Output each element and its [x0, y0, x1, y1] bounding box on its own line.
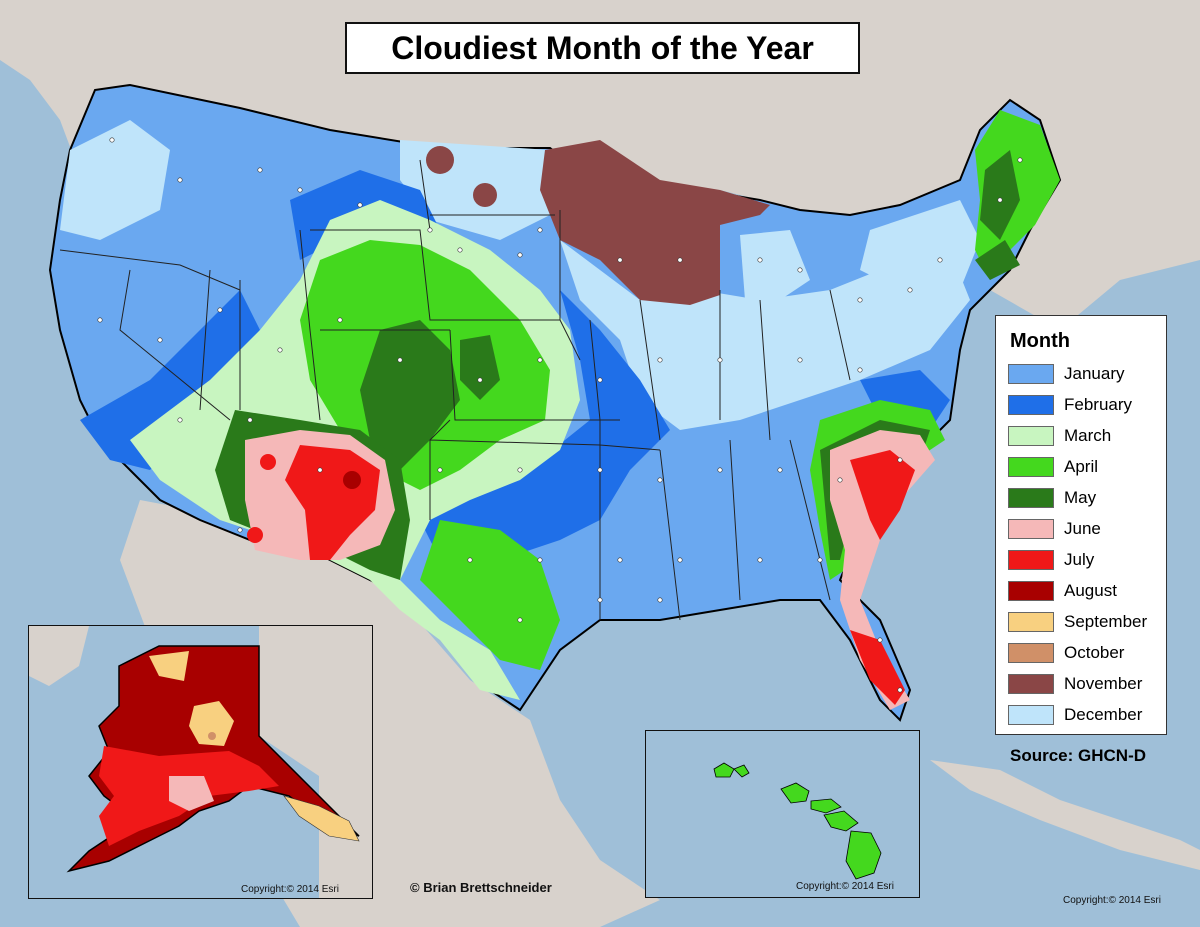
- legend-swatch-march: [1008, 426, 1054, 446]
- region-july-florida: [850, 630, 905, 705]
- region-july-dot-2: [260, 454, 276, 470]
- legend-swatch-november: [1008, 674, 1054, 694]
- legend-item-november: November: [1008, 672, 1142, 696]
- legend-item-december: December: [1008, 703, 1142, 727]
- region-may-2: [460, 335, 500, 400]
- legend-item-march: March: [1008, 424, 1111, 448]
- legend-label-december: December: [1064, 705, 1143, 724]
- legend-label-february: February: [1064, 395, 1133, 414]
- region-november-dot-1: [426, 146, 454, 174]
- alaska-map: [29, 626, 372, 898]
- legend-item-may: May: [1008, 486, 1096, 510]
- region-august-dot: [343, 471, 361, 489]
- legend-swatch-december: [1008, 705, 1054, 725]
- author-credit: © Brian Brettschneider: [410, 880, 552, 895]
- legend-item-october: October: [1008, 641, 1124, 665]
- region-may-ne: [975, 150, 1020, 280]
- legend: Month January February March April May J…: [995, 315, 1167, 735]
- legend-swatch-september: [1008, 612, 1054, 632]
- legend-item-september: September: [1008, 610, 1147, 634]
- legend-item-january: January: [1008, 362, 1124, 386]
- region-december-ohio: [560, 240, 970, 430]
- region-november-upper-midwest: [540, 140, 770, 305]
- legend-label-august: August: [1064, 581, 1117, 600]
- main-copyright: Copyright:© 2014 Esri: [1063, 895, 1161, 906]
- legend-item-june: June: [1008, 517, 1101, 541]
- state-borders: [59, 159, 851, 621]
- legend-label-june: June: [1064, 519, 1101, 538]
- legend-label-march: March: [1064, 426, 1112, 445]
- region-july-southeast: [850, 450, 915, 540]
- legend-item-april: April: [1008, 455, 1098, 479]
- legend-item-february: February: [1008, 393, 1132, 417]
- alaska-inset[interactable]: Copyright:© 2014 Esri: [28, 625, 373, 899]
- legend-item-august: August: [1008, 579, 1117, 603]
- region-february-west: [80, 290, 260, 470]
- region-may-1: [360, 320, 460, 470]
- region-december-michigan: [740, 230, 810, 300]
- legend-label-october: October: [1064, 643, 1125, 662]
- legend-item-july: July: [1008, 548, 1094, 572]
- legend-swatch-january: [1008, 364, 1054, 384]
- legend-label-may: May: [1064, 488, 1097, 507]
- region-july-dot-1: [247, 527, 263, 543]
- region-december-ne: [860, 200, 980, 290]
- region-december-nw: [60, 120, 170, 240]
- source-label: Source: GHCN-D: [1010, 746, 1147, 765]
- legend-swatch-july: [1008, 550, 1054, 570]
- legend-label-july: July: [1064, 550, 1095, 569]
- legend-swatch-june: [1008, 519, 1054, 539]
- legend-label-september: September: [1064, 612, 1148, 631]
- region-november-dot-2: [473, 183, 497, 207]
- legend-label-april: April: [1064, 457, 1099, 476]
- station-dots: [97, 137, 1023, 693]
- legend-label-january: January: [1064, 364, 1125, 383]
- region-april-texas: [420, 520, 560, 670]
- legend-swatch-august: [1008, 581, 1054, 601]
- legend-title: Month: [1010, 330, 1070, 352]
- legend-swatch-april: [1008, 457, 1054, 477]
- legend-swatch-october: [1008, 643, 1054, 663]
- caribbean-land: [930, 760, 1200, 870]
- legend-label-november: November: [1064, 674, 1143, 693]
- hawaii-copyright: Copyright:© 2014 Esri: [796, 881, 894, 892]
- alaska-copyright: Copyright:© 2014 Esri: [241, 884, 339, 895]
- map-title: Cloudiest Month of the Year: [345, 22, 860, 74]
- hawaii-inset[interactable]: Copyright:© 2014 Esri: [645, 730, 920, 898]
- legend-swatch-may: [1008, 488, 1054, 508]
- hawaii-map: [646, 731, 919, 897]
- legend-swatch-february: [1008, 395, 1054, 415]
